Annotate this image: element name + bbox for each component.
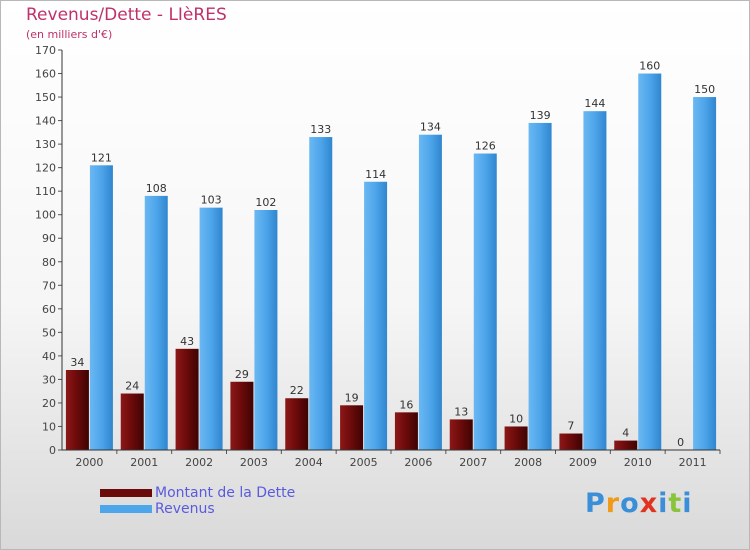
y-tick-label: 170 [35,44,56,57]
data-label-revenus: 144 [584,97,605,110]
y-tick-label: 120 [35,162,56,175]
data-label-dette: 16 [399,398,413,411]
y-tick-label: 30 [42,373,56,386]
x-tick-label: 2007 [459,456,487,469]
x-tick-label: 2008 [514,456,542,469]
data-label-dette: 34 [70,356,84,369]
data-label-dette: 0 [677,436,684,449]
y-tick-label: 100 [35,209,56,222]
bar-revenus [473,153,497,450]
bar-revenus [418,134,442,451]
bar-revenus [638,73,662,450]
data-label-dette: 43 [180,335,194,348]
logo-letter: x [639,488,659,519]
bar-revenus [144,195,168,450]
bar-dette [65,370,89,450]
bar-revenus [583,111,607,451]
legend-swatch-dette [100,489,152,497]
x-tick-label: 2011 [679,456,707,469]
data-label-revenus: 114 [365,168,386,181]
bar-dette [340,405,364,450]
data-label-revenus: 103 [201,194,222,207]
data-label-dette: 10 [509,412,523,425]
y-tick-label: 40 [42,350,56,363]
y-tick-label: 0 [49,444,56,457]
x-tick-label: 2009 [569,456,597,469]
x-tick-label: 2005 [350,456,378,469]
y-tick-label: 130 [35,138,56,151]
data-label-revenus: 160 [639,60,660,73]
x-tick-label: 2006 [404,456,432,469]
bar-dette [230,381,254,450]
data-label-dette: 22 [290,384,304,397]
bar-dette [175,348,199,450]
x-tick-label: 2010 [624,456,652,469]
data-label-dette: 7 [567,420,574,433]
bar-dette [394,412,418,450]
bar-dette [504,426,528,450]
legend-swatch-revenus [100,505,152,513]
y-tick-label: 70 [42,279,56,292]
bar-dette [449,419,473,450]
logo-letter: r [605,488,621,519]
data-label-revenus: 126 [475,140,496,153]
legend-label-dette: Montant de la Dette [155,485,296,501]
x-tick-label: 2001 [130,456,158,469]
data-label-revenus: 102 [255,196,276,209]
bar-revenus [528,122,552,451]
data-label-revenus: 150 [694,83,715,96]
y-tick-label: 60 [42,303,56,316]
x-tick-label: 2002 [185,456,213,469]
y-tick-label: 160 [35,68,56,81]
x-tick-label: 2004 [295,456,323,469]
data-label-dette: 4 [622,427,629,440]
data-label-dette: 29 [235,368,249,381]
y-tick-label: 110 [35,185,56,198]
bar-revenus [309,137,333,450]
logo-letter: i [682,488,693,519]
logo-letter: o [620,488,640,519]
proxiti-logo: Proxiti [585,488,693,519]
bar-revenus [89,165,113,450]
logo-letter: P [585,488,606,519]
x-tick-label: 2000 [75,456,103,469]
bar-revenus [254,210,278,450]
data-label-revenus: 139 [530,109,551,122]
data-label-dette: 13 [454,405,468,418]
data-label-dette: 24 [125,380,139,393]
bar-dette [120,393,144,450]
chart-subtitle: (en milliers d'€) [26,28,113,41]
x-tick-label: 2003 [240,456,268,469]
y-tick-label: 90 [42,232,56,245]
bar-dette [614,440,638,450]
y-tick-label: 50 [42,326,56,339]
y-tick-label: 140 [35,115,56,128]
logo-letter: i [658,488,669,519]
y-tick-label: 20 [42,397,56,410]
bar-revenus [693,97,717,450]
y-tick-label: 80 [42,256,56,269]
legend-label-revenus: Revenus [155,501,215,517]
data-label-revenus: 133 [310,123,331,136]
bar-revenus [364,181,388,450]
data-label-revenus: 134 [420,121,441,134]
bar-revenus [199,207,223,450]
y-tick-label: 150 [35,91,56,104]
bar-dette [285,398,309,450]
data-label-revenus: 121 [91,151,112,164]
y-tick-label: 10 [42,420,56,433]
data-label-dette: 19 [345,391,359,404]
chart-title: Revenus/Dette - LIèRES [26,5,227,25]
logo-letter: t [668,488,683,519]
data-label-revenus: 108 [146,182,167,195]
bar-dette [559,433,583,450]
